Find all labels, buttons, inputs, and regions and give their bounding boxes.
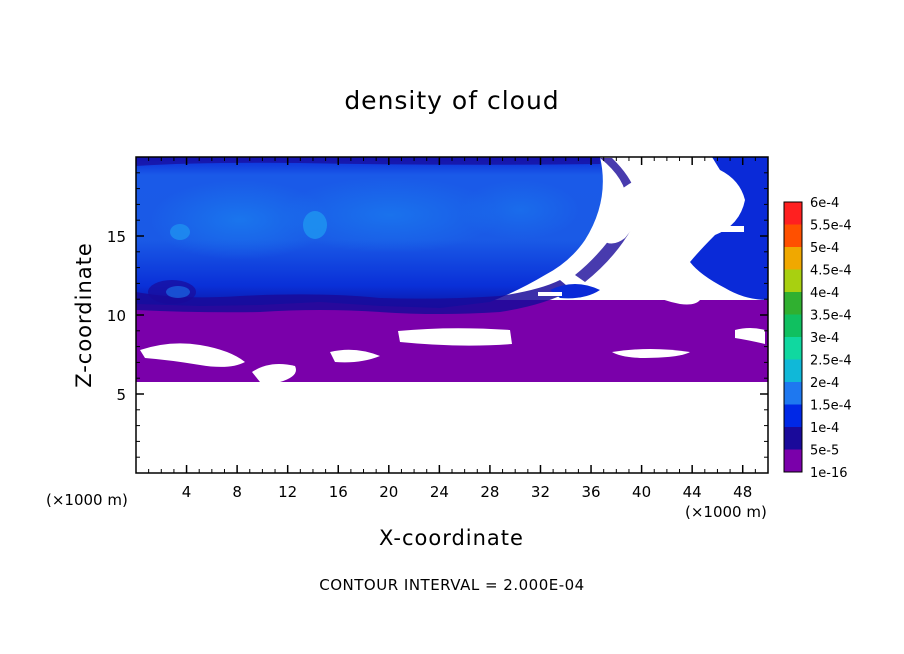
x-tick-label: 12 (278, 483, 297, 501)
light-blue-blob (170, 224, 190, 240)
colorbar-label: 2.5e-4 (810, 354, 852, 369)
y-tick-label: 10 (107, 307, 126, 325)
colorbar: 1e-16 5e-5 1e-4 1.5e-4 2e-4 2.5e-4 3e-4 3.5e-4 4… (783, 196, 852, 481)
z-unit-label: (×1000 m) (46, 491, 128, 509)
colorbar-label: 5.5e-4 (810, 219, 852, 234)
x-unit-label: (×1000 m) (685, 503, 767, 521)
colorbar-swatch (784, 337, 802, 360)
clear-region (140, 343, 245, 367)
vortex (166, 286, 190, 298)
clear-region (610, 258, 700, 305)
colorbar-swatch (784, 359, 802, 382)
x-tick-label: 8 (232, 483, 242, 501)
colorbar-label: 3.5e-4 (810, 309, 852, 324)
clear-region (684, 159, 700, 172)
clear-region (735, 328, 765, 344)
y-axis-label: Z-coordinate (72, 242, 96, 388)
light-blue-blob (280, 177, 500, 253)
colorbar-swatch (784, 382, 802, 405)
colorbar-swatch (784, 427, 802, 450)
x-tick-label: 20 (379, 483, 398, 501)
x-tick-label: 32 (531, 483, 550, 501)
colorbar-label: 1.5e-4 (810, 399, 852, 414)
colorbar-frame (783, 201, 803, 473)
clear-region (538, 292, 562, 296)
light-blue-blob (303, 211, 327, 239)
x-axis-ticks: 4 8 12 16 20 24 28 32 36 40 44 48 (148, 157, 756, 501)
x-tick-label: 40 (632, 483, 651, 501)
clear-region (398, 328, 512, 346)
colorbar-swatch (784, 202, 802, 225)
clear-region (600, 168, 669, 244)
colorbar-label: 4.5e-4 (810, 264, 852, 279)
colorbar-label: 1e-4 (810, 421, 839, 436)
dark-blue-band (136, 280, 572, 314)
x-tick-label: 24 (430, 483, 449, 501)
x-tick-label: 36 (581, 483, 600, 501)
contour-field (136, 157, 768, 473)
y-tick-label: 15 (107, 228, 126, 246)
chart-title: density of cloud (344, 86, 560, 115)
colorbar-label: 6e-4 (810, 196, 839, 211)
clear-region (136, 382, 768, 473)
colorbar-label: 3e-4 (810, 331, 839, 346)
colorbar-swatch (784, 269, 802, 292)
light-blue-blob (460, 180, 580, 240)
colorbar-label: 1e-16 (810, 466, 848, 481)
clear-region (330, 349, 380, 363)
colorbar-label: 5e-5 (810, 444, 839, 459)
x-tick-label: 4 (182, 483, 192, 501)
dark-blue-band-top (136, 157, 600, 166)
colorbar-swatch (784, 314, 802, 337)
x-tick-label: 48 (733, 483, 752, 501)
clear-region (252, 364, 296, 382)
colorbar-label: 2e-4 (810, 376, 839, 391)
x-axis-label: X-coordinate (379, 526, 524, 550)
clear-region (612, 349, 690, 358)
colorbar-label: 5e-4 (810, 241, 839, 256)
x-tick-label: 28 (480, 483, 499, 501)
colorbar-swatch (784, 449, 802, 472)
y-axis-ticks: 5 10 15 (107, 172, 768, 458)
colorbar-swatch (784, 247, 802, 270)
colorbar-label: 4e-4 (810, 286, 839, 301)
blue-patch (550, 284, 600, 299)
x-tick-label: 44 (683, 483, 702, 501)
light-blue-blob (150, 180, 330, 260)
x-tick-label: 16 (329, 483, 348, 501)
colorbar-swatch (784, 404, 802, 427)
contour-interval-note: CONTOUR INTERVAL = 2.000E-04 (319, 576, 585, 594)
colorbar-swatch (784, 224, 802, 247)
y-tick-label: 5 (116, 386, 126, 404)
colorbar-swatch (784, 292, 802, 315)
clear-region (720, 226, 744, 232)
